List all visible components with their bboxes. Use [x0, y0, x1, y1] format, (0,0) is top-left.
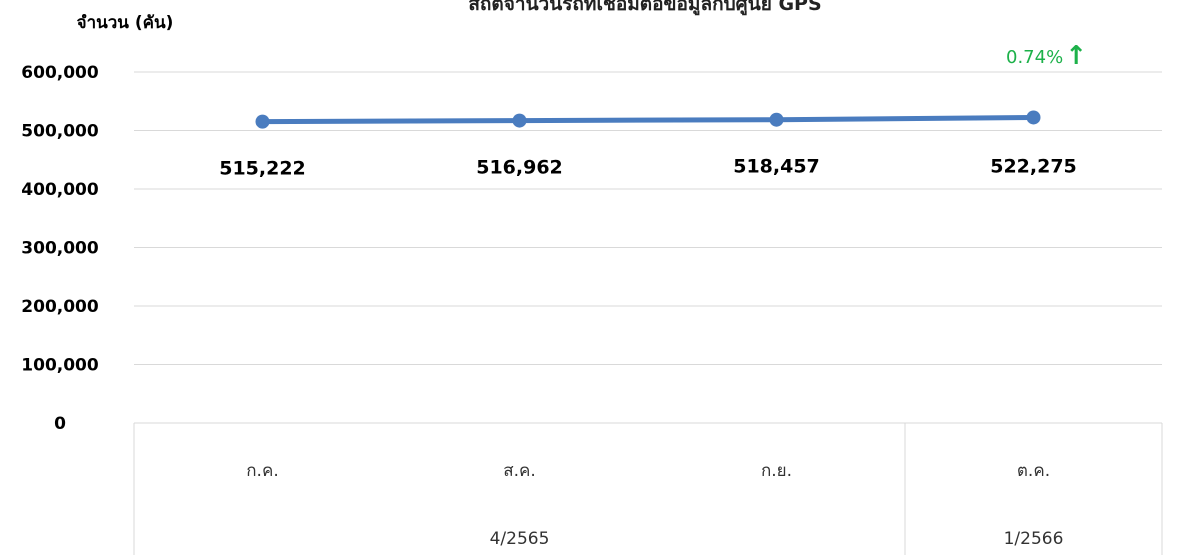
- data-points: [255, 110, 1041, 129]
- data-label: 516,962: [476, 157, 563, 179]
- data-label: 518,457: [733, 156, 820, 178]
- y-tick-label: 600,000: [21, 63, 99, 83]
- data-point: [1026, 110, 1041, 125]
- x-tick-label: ก.ค.: [246, 461, 278, 481]
- data-label: 515,222: [219, 158, 306, 180]
- chart-title: สถิติจำนวนรถที่เชื่อมต่อข้อมูลกับศูนย์ G…: [468, 0, 821, 16]
- data-point: [512, 113, 527, 128]
- change-annotation: 0.74%↑: [1006, 41, 1087, 71]
- x-tick-label: ส.ค.: [503, 461, 536, 481]
- data-point: [769, 112, 784, 127]
- gridlines: [134, 71, 1162, 365]
- y-tick-label: 500,000: [21, 122, 99, 142]
- x-axis: 4/2565 1/2566 ก.ค. ส.ค. ก.ย. ต.ค.: [133, 422, 1163, 555]
- y-tick-label: 400,000: [21, 180, 99, 200]
- data-label: 522,275: [990, 155, 1077, 177]
- y-tick-label: 300,000: [21, 239, 99, 259]
- y-axis-ticks: 0 100,000 200,000 300,000 400,000 500,000 600,…: [21, 63, 99, 434]
- y-tick-label: 0: [54, 414, 66, 434]
- change-value: 0.74%: [1006, 47, 1063, 68]
- x-tick-label: ก.ย.: [761, 461, 792, 481]
- y-axis-unit-label: จำนวน (คัน): [77, 13, 174, 33]
- x-group-label: 4/2565: [490, 529, 550, 549]
- x-tick-label: ต.ค.: [1017, 461, 1050, 481]
- x-group-label: 1/2566: [1004, 529, 1064, 549]
- arrow-up-icon: ↑: [1065, 41, 1087, 71]
- y-tick-label: 200,000: [21, 297, 99, 317]
- data-labels: 515,222 516,962 518,457 522,275: [219, 155, 1077, 179]
- data-point: [255, 114, 270, 129]
- series-line: [260, 114, 1036, 125]
- y-tick-label: 100,000: [21, 356, 99, 376]
